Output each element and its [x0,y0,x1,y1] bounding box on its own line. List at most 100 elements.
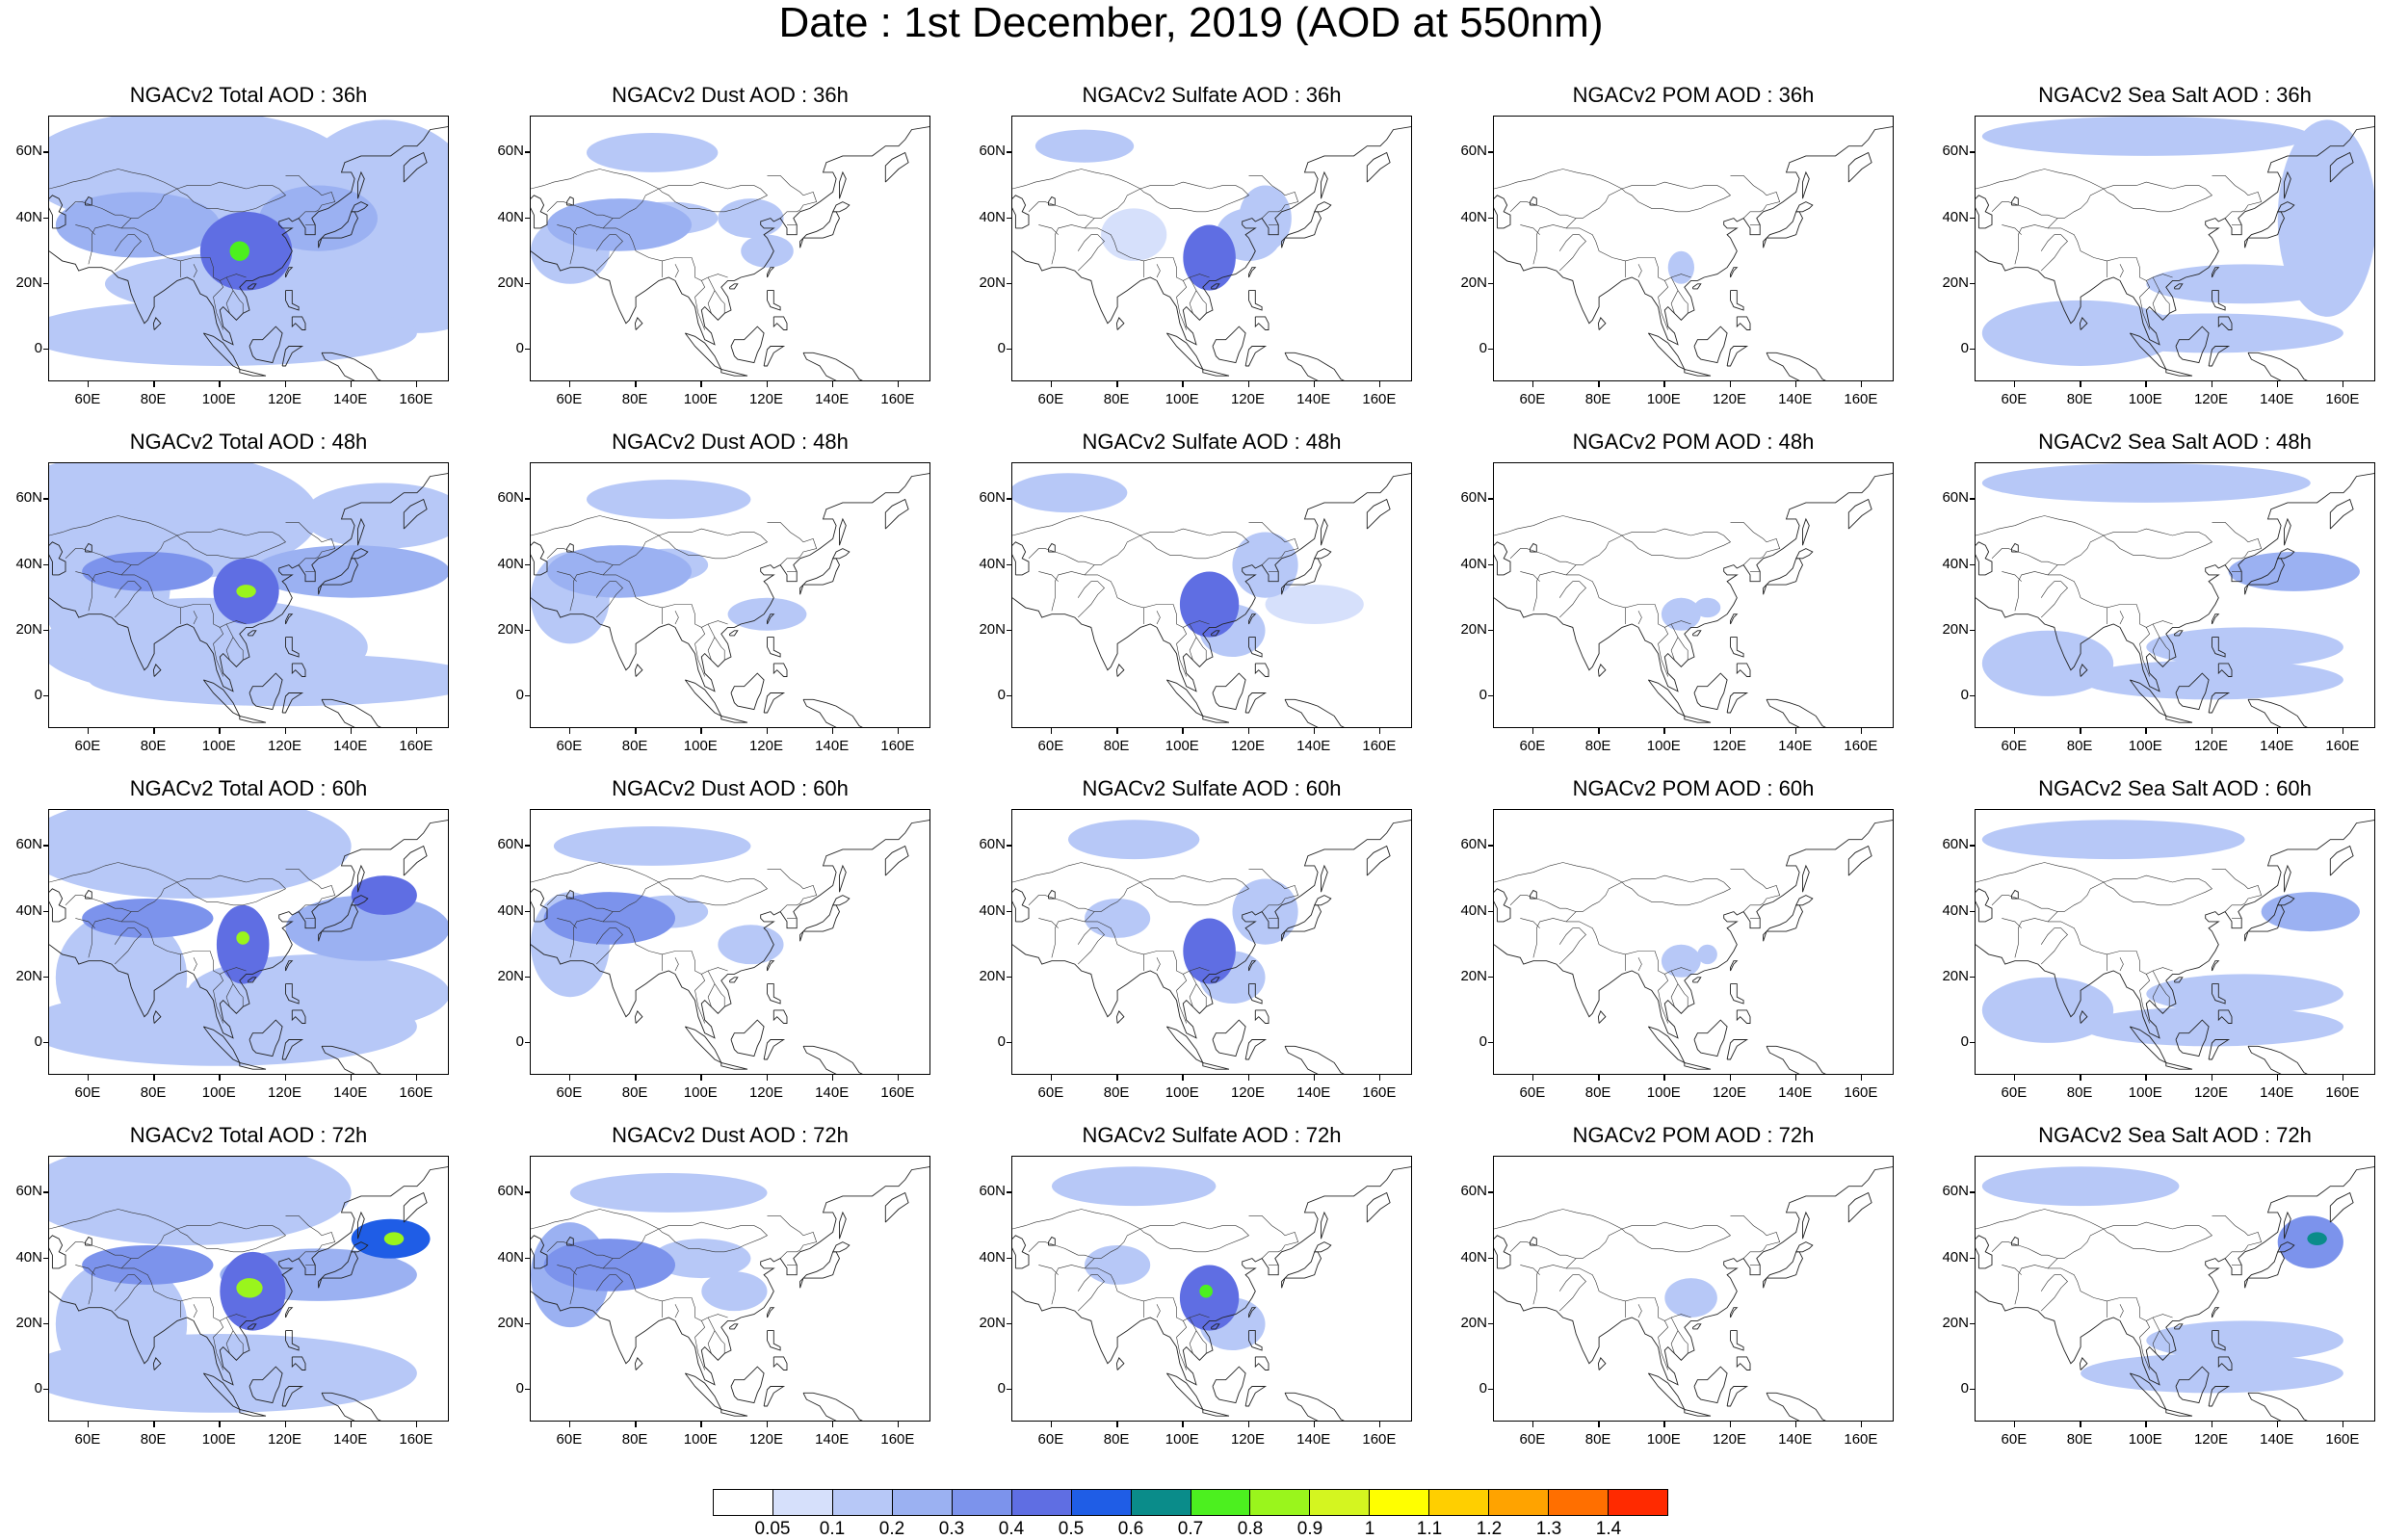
lon-tick [415,1422,418,1427]
colorbar [713,1489,1668,1516]
country-border [225,983,234,1007]
coastline [1212,672,1246,711]
lat-label: 40N [979,901,1006,919]
lat-tick [43,1388,48,1391]
coastline [2277,895,2295,906]
lat-tick [1970,1388,1975,1391]
country-border [49,862,178,883]
panel-title: NGACv2 Dust AOD : 48h [612,430,849,454]
country-border [1730,868,1781,904]
lon-tick [153,381,155,387]
lon-label: 100E [1646,738,1681,754]
lat-tick [525,1257,530,1260]
coastline [1795,895,1814,906]
lat-label: 60N [1942,489,1969,507]
country-border [298,556,319,565]
coastline [1494,1235,1511,1269]
country-border [2224,209,2245,219]
coastline [1165,1026,1204,1064]
lon-tick [1598,1422,1600,1427]
panel-title: NGACv2 Dust AOD : 36h [612,83,849,107]
country-border [114,234,142,272]
country-border [1558,1274,1586,1312]
coastline [1248,983,1263,1005]
coastline [1684,715,1712,723]
lat-label: 60N [1460,143,1487,160]
country-border [674,1304,679,1318]
country-border [120,1221,287,1269]
lat-tick [1970,1041,1975,1044]
colorbar-box [714,1490,773,1515]
coastline [566,196,574,206]
lon-label: 100E [1165,1431,1199,1448]
coastline [1726,692,1749,714]
country-border [1189,623,1207,661]
aod-map [1494,1166,1893,1421]
coastline [1976,1166,2374,1386]
lon-label: 140E [815,738,850,754]
lon-tick [1313,381,1316,387]
coastline [2284,170,2291,199]
coastline [531,541,548,576]
lon-label: 160E [2325,1431,2360,1448]
coastline [239,368,267,377]
country-border [114,1274,142,1312]
colorbar-label: 0.4 [998,1519,1025,1539]
lat-label: 60N [1460,836,1487,853]
country-border [1637,957,1642,972]
lon-tick [350,728,353,734]
country-border [1742,902,1764,912]
colorbar-box [1011,1490,1072,1515]
lon-label: 60E [2001,1084,2028,1101]
country-border [1520,1265,1540,1275]
coastline [720,368,748,377]
coastline [239,715,267,723]
panel-title: NGACv2 Sulfate AOD : 48h [1082,430,1342,454]
coastline [2247,1392,2308,1421]
country-border [1742,556,1764,565]
coastline [1726,346,1749,367]
aod-plume [236,931,249,945]
lon-tick [1794,728,1797,734]
country-border [694,974,706,1024]
country-border [1532,224,1691,281]
lon-label: 140E [1296,1084,1331,1101]
lat-tick [1970,845,1975,847]
country-border [2014,571,2173,628]
coastline [802,352,863,380]
coastline [1012,1166,1411,1386]
colorbar-box [952,1490,1012,1515]
coastline [1284,1045,1345,1074]
lon-label: 60E [74,1431,101,1448]
coastline [2284,864,2291,893]
coastline [729,630,739,637]
lat-label: 60N [1460,489,1487,507]
country-border [2119,1304,2124,1318]
aod-map [49,463,448,727]
coastline [1314,895,1332,906]
coastline [2212,290,2226,311]
coastline [1730,983,1744,1005]
lat-label: 0 [1479,1032,1487,1050]
lon-label: 160E [399,391,433,407]
coastline [403,498,428,530]
lat-label: 40N [1460,901,1487,919]
coastline [1802,864,1810,893]
lon-tick [1313,1422,1316,1427]
lat-label: 40N [497,208,524,225]
country-border [1658,627,1669,677]
aod-plume [727,597,807,631]
colorbar-label: 0.05 [754,1519,791,1539]
coastline [1211,1323,1220,1330]
aod-plume [1232,532,1298,598]
lon-tick [2013,1422,2016,1427]
country-border [694,280,706,330]
lat-label: 0 [34,1379,42,1396]
lon-label: 120E [1230,1084,1266,1101]
coastline [2277,548,2295,560]
lon-label: 160E [1844,738,1878,754]
coastline [634,664,643,677]
lon-label: 100E [2128,391,2162,407]
coastline [2174,283,2184,290]
country-border [2014,1265,2173,1321]
